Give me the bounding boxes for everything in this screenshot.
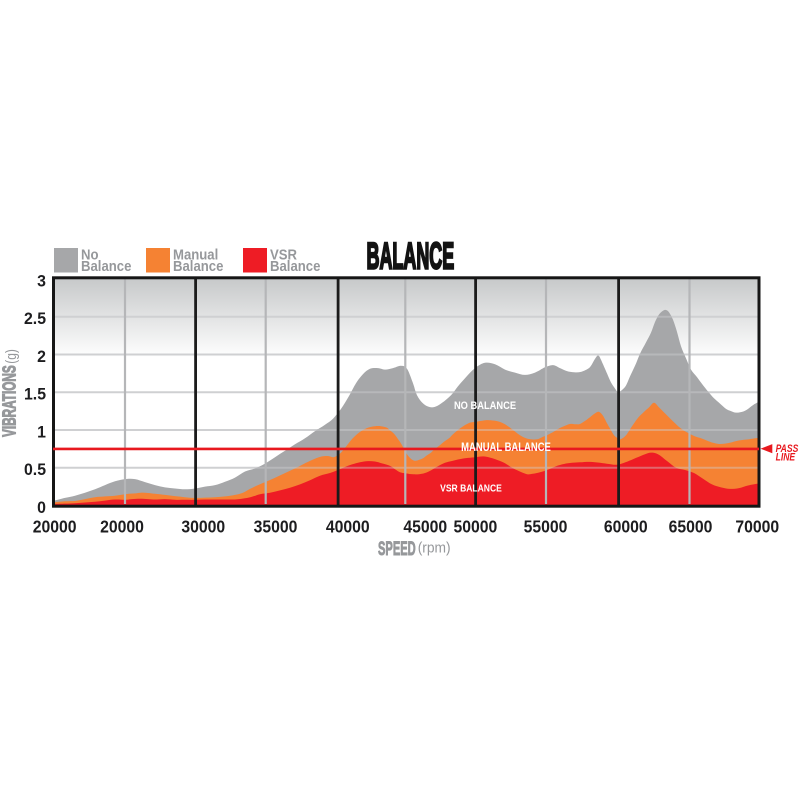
- svg-text:VIBRATIONS: VIBRATIONS: [0, 365, 20, 437]
- svg-text:20000: 20000: [33, 517, 77, 537]
- svg-text:No: No: [81, 247, 99, 263]
- svg-text:20000: 20000: [100, 517, 144, 537]
- svg-text:0.5: 0.5: [24, 461, 46, 479]
- svg-text:NO BALANCE: NO BALANCE: [454, 400, 516, 412]
- svg-text:SPEED: SPEED: [378, 539, 416, 560]
- svg-text:(g): (g): [3, 349, 20, 364]
- svg-text:3: 3: [37, 272, 46, 290]
- svg-text:1.5: 1.5: [24, 385, 46, 403]
- svg-text:VSR: VSR: [270, 247, 297, 263]
- svg-text:Balance: Balance: [173, 259, 224, 275]
- svg-text:50000: 50000: [454, 517, 498, 537]
- svg-text:70000: 70000: [735, 517, 779, 537]
- svg-text:Balance: Balance: [270, 259, 321, 275]
- svg-text:2.5: 2.5: [24, 310, 46, 328]
- svg-text:LINE: LINE: [776, 452, 796, 464]
- svg-text:(rpm): (rpm): [418, 540, 451, 557]
- svg-text:Manual: Manual: [173, 247, 218, 263]
- svg-text:VSR BALANCE: VSR BALANCE: [440, 483, 502, 495]
- svg-text:30000: 30000: [181, 517, 225, 537]
- svg-text:0: 0: [37, 499, 46, 517]
- svg-text:1: 1: [37, 423, 46, 441]
- svg-text:65000: 65000: [669, 517, 713, 537]
- svg-text:35000: 35000: [254, 517, 298, 537]
- svg-text:MANUAL BALANCE: MANUAL BALANCE: [461, 441, 551, 454]
- svg-text:40000: 40000: [326, 517, 370, 537]
- svg-text:45000: 45000: [403, 517, 447, 537]
- svg-text:60000: 60000: [604, 517, 648, 537]
- svg-text:PASS: PASS: [776, 443, 799, 455]
- svg-text:Balance: Balance: [81, 259, 132, 275]
- svg-text:BALANCE: BALANCE: [367, 237, 455, 278]
- svg-text:2: 2: [37, 348, 46, 366]
- svg-text:55000: 55000: [524, 517, 568, 537]
